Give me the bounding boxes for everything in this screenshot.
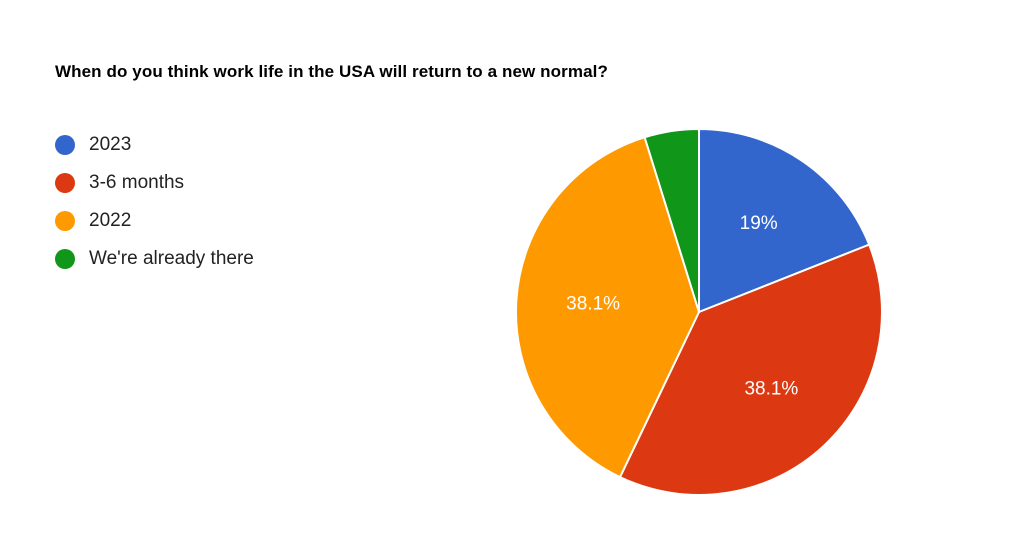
legend-item-label: We're already there xyxy=(89,248,254,269)
pie-slice[interactable] xyxy=(698,127,871,314)
legend-item[interactable]: 2023 xyxy=(55,126,254,164)
legend-swatch-icon xyxy=(55,211,75,231)
pie-slice-value-label: 38.1% xyxy=(566,293,620,314)
pie-slice-value-label: 38.1% xyxy=(744,379,798,400)
legend-item[interactable]: 2022 xyxy=(55,202,254,240)
page-title: When do you think work life in the USA w… xyxy=(55,62,608,81)
legend-item[interactable]: We're already there xyxy=(55,240,254,278)
legend-swatch-icon xyxy=(55,249,75,269)
pie-slice[interactable] xyxy=(515,136,701,479)
legend-item-label: 2022 xyxy=(89,210,132,231)
legend-item-label: 2023 xyxy=(89,134,132,155)
pie-slice[interactable] xyxy=(618,243,883,496)
legend-swatch-icon xyxy=(55,135,75,155)
legend-item-label: 3-6 months xyxy=(89,172,185,193)
pie-slice-value-label: 19% xyxy=(740,213,778,234)
legend-swatch-icon xyxy=(55,173,75,193)
chart-legend: 2023 3-6 months 2022 We're already there xyxy=(55,126,254,278)
pie-slice[interactable] xyxy=(643,127,700,313)
legend-item[interactable]: 3-6 months xyxy=(55,164,254,202)
